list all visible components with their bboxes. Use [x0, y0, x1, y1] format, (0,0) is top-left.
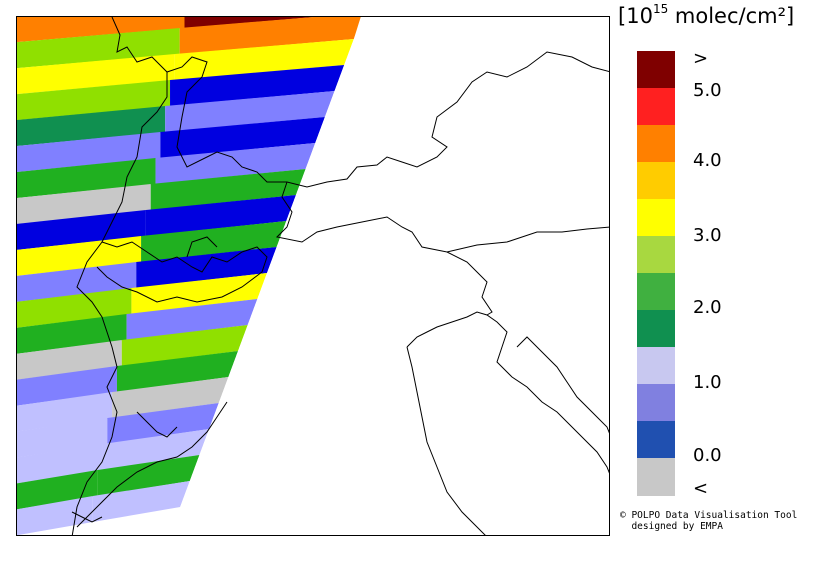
swath-pixel: [17, 236, 142, 277]
swath-pixel: [141, 221, 287, 262]
swath-pixel: [17, 392, 113, 433]
border-line: [186, 236, 218, 258]
swath-pixel: [17, 470, 98, 511]
map-panel[interactable]: [16, 16, 610, 536]
legend-swatch: [637, 421, 675, 459]
legend-label: 3.0: [693, 225, 722, 246]
legend-swatch: [637, 347, 675, 385]
border-line: [96, 241, 268, 303]
swath-pixel: [17, 17, 185, 43]
coastline: [516, 336, 609, 434]
swath-pixel: [102, 429, 210, 470]
swath-pixel: [17, 210, 146, 251]
legend-swatch: [637, 273, 675, 311]
legend-swatch: [637, 458, 675, 496]
legend-swatch: [637, 88, 675, 126]
credit-line-2: designed by EMPA: [620, 521, 723, 532]
swath-pixel: [17, 132, 161, 173]
unit-exponent: 15: [652, 2, 669, 16]
swath-pixel: [136, 247, 277, 288]
swath-pixel: [17, 80, 171, 121]
legend-label: >: [693, 48, 709, 69]
swath-pixel: [17, 314, 127, 355]
legend-label: <: [693, 478, 709, 499]
border-line: [76, 401, 228, 528]
legend-swatch: [637, 199, 675, 237]
swath-pixel: [17, 54, 175, 95]
swath-pixel: [179, 17, 362, 54]
swath-pixel: [92, 481, 190, 522]
swath-pixel: [17, 106, 166, 147]
legend-swatch: [637, 384, 675, 422]
legend-unit-label: [1015 molec/cm²]: [618, 2, 795, 28]
coastline: [406, 346, 486, 535]
border-line: [71, 511, 103, 523]
swath-pixel: [116, 351, 239, 392]
swath-pixel: [131, 273, 267, 314]
swath-pixel: [155, 143, 316, 184]
swath-pixel: [184, 17, 362, 28]
legend-swatch: [637, 236, 675, 274]
legend-label: 2.0: [693, 297, 722, 318]
border-line: [71, 72, 168, 535]
legend-swatch: [637, 51, 675, 89]
swath-pixel: [17, 28, 180, 69]
swath-pixel: [17, 418, 108, 459]
legend-label: 0.0: [693, 445, 722, 466]
swath-pixel: [17, 366, 117, 407]
swath-pixel: [174, 39, 354, 80]
map-canvas: [17, 17, 609, 535]
swath-pixel: [17, 444, 103, 485]
legend-swatch: [637, 162, 675, 200]
border-line: [136, 411, 178, 438]
legend-colorbar: [637, 51, 675, 496]
swath-pixel: [150, 169, 306, 210]
swath-pixel: [17, 340, 122, 381]
legend-swatch: [637, 310, 675, 348]
swath-pixel: [170, 65, 345, 106]
swath-pixel: [17, 158, 156, 199]
swath-pixel: [165, 91, 335, 132]
coastline: [446, 251, 493, 316]
swath-pixel: [17, 496, 93, 535]
legend-label: 4.0: [693, 150, 722, 171]
country-borders: [71, 17, 609, 535]
border-line: [275, 181, 609, 253]
unit-suffix: molec/cm²: [668, 4, 786, 28]
swath-pixel: [112, 377, 229, 418]
swath-pixel: [97, 455, 200, 496]
coastline: [406, 311, 609, 474]
legend-label: 5.0: [693, 80, 722, 101]
satellite-swath: [17, 17, 362, 535]
swath-pixel: [121, 325, 248, 366]
swath-pixel: [17, 184, 151, 225]
unit-prefix: 10: [626, 4, 653, 28]
credit-line-1: © POLPO Data Visualisation Tool: [620, 510, 798, 521]
legend-swatch: [637, 125, 675, 163]
swath-pixel: [145, 195, 296, 236]
swath-pixel: [126, 299, 258, 340]
swath-pixel: [160, 117, 325, 158]
swath-pixel: [17, 288, 132, 329]
swath-pixel: [107, 403, 219, 444]
credit-text: © POLPO Data Visualisation Tool designed…: [620, 510, 797, 532]
legend-label: 1.0: [693, 372, 722, 393]
swath-pixel: [17, 262, 137, 303]
